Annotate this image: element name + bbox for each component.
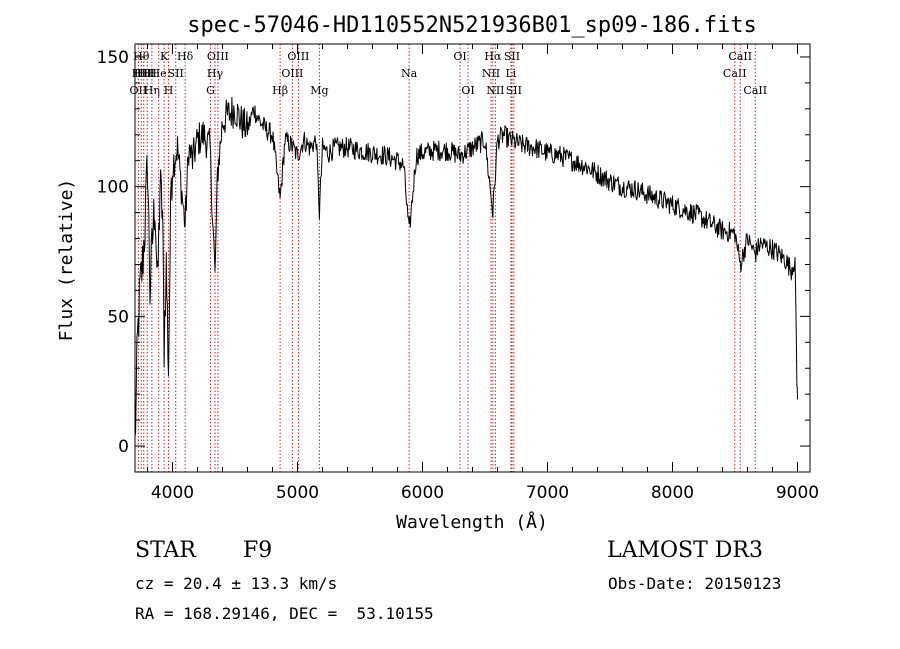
y-axis: 0 50 100 150: [97, 48, 810, 473]
line-marker-label: OIII: [207, 50, 229, 63]
line-marker-label: Mg: [310, 84, 328, 97]
y-tick-label: 50: [107, 307, 129, 327]
x-axis: 4000 5000 6000 7000 8000 9000: [147, 44, 819, 503]
spectrum-line: [134, 96, 798, 437]
line-marker-label: HH: [134, 67, 153, 80]
x-axis-label: Wavelength (Å): [396, 511, 548, 533]
line-marker-label: He: [151, 67, 167, 80]
line-marker-label: H: [164, 84, 174, 97]
x-tick-label: 5000: [276, 483, 319, 503]
line-marker-label: Li: [505, 67, 516, 80]
line-marker-label: CaII: [728, 50, 752, 63]
x-tick-label: 7000: [526, 483, 569, 503]
plot-frame: [134, 43, 811, 473]
chart-title: spec-57046-HD110552N521936B01_sp09-186.f…: [187, 13, 757, 38]
y-tick-label: 100: [97, 178, 129, 198]
x-tick-label: 8000: [651, 483, 694, 503]
line-marker-label: K: [160, 50, 169, 63]
subclass: F9: [243, 538, 273, 563]
line-marker-label: OI: [461, 84, 474, 97]
line-marker-label: SII: [506, 84, 522, 97]
obs-date: Obs-Date: 20150123: [608, 574, 782, 593]
line-marker-label: NII: [486, 84, 504, 97]
line-marker-label: SII: [168, 67, 184, 80]
y-axis-label: Flux (relative): [56, 179, 77, 342]
coordinates: RA = 168.29146, DEC = 53.10155: [135, 604, 434, 623]
line-marker-label: OII: [130, 84, 148, 97]
spectrum-series: [134, 96, 798, 437]
x-tick-label: 6000: [401, 483, 444, 503]
line-marker-label: OIII: [287, 50, 309, 63]
redshift-readout: cz = 20.4 ± 13.3 km/s: [135, 574, 338, 593]
line-marker-label: G: [206, 84, 215, 97]
x-tick-label: 4000: [151, 483, 194, 503]
survey-name: LAMOST DR3: [607, 538, 763, 563]
line-marker-label: Hη: [144, 84, 160, 97]
line-marker-label: Hα: [484, 50, 502, 63]
line-marker-label: OI: [453, 50, 466, 63]
line-marker-label: SII: [504, 50, 520, 63]
line-marker-label: CaII: [723, 67, 747, 80]
y-tick-label: 150: [97, 48, 129, 68]
line-marker-label: HH: [132, 67, 151, 80]
y-tick-label: 0: [118, 437, 129, 457]
line-marker-label: Hβ: [272, 84, 288, 97]
object-class: STAR: [135, 538, 196, 563]
line-marker-label: CaII: [743, 84, 767, 97]
line-marker-label: Hγ: [207, 67, 224, 80]
spectral-line-markers: OIIHθHHHHHHHηHeKHSIIHδGHγOIIIHβOIIIOIIIM…: [130, 44, 767, 472]
line-marker-label: Hδ: [177, 50, 194, 63]
x-tick-label: 9000: [776, 483, 819, 503]
line-marker-label: OIII: [281, 67, 303, 80]
line-marker-label: NII: [482, 67, 500, 80]
line-marker-label: Na: [401, 67, 418, 80]
